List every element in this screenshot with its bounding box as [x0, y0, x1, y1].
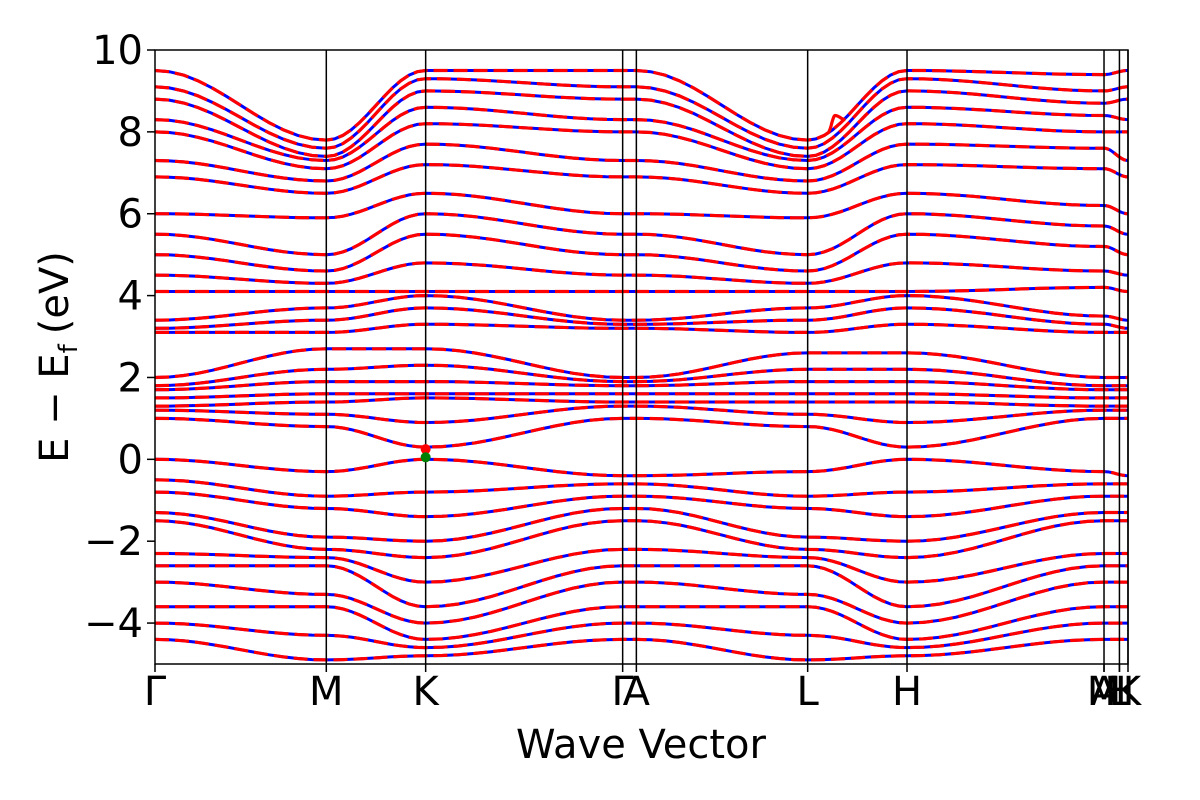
band-marker [420, 452, 431, 463]
x-tick-label: K [1115, 669, 1143, 715]
x-tick-label: H [892, 669, 922, 715]
y-tick-label: −4 [84, 601, 143, 647]
band-fragment [827, 113, 846, 134]
y-axis-ticks: 10 8 6 4 2 0 −2 −4 [84, 28, 155, 647]
y-axis-label-subscript: f [54, 343, 84, 353]
y-tick-label: 4 [118, 274, 143, 320]
x-tick-label: Γ [144, 669, 167, 715]
x-tick-label: H [1104, 669, 1134, 715]
y-axis-label-main: E − E [32, 353, 78, 463]
x-tick-label: M [1087, 669, 1122, 715]
x-tick-label: L [797, 669, 820, 715]
x-tick-label: L [1108, 669, 1131, 715]
y-tick-label: 0 [118, 437, 143, 483]
x-tick-label: M [309, 669, 344, 715]
y-tick-label: 6 [118, 192, 143, 238]
y-tick-label: 2 [118, 355, 143, 401]
band-line-dashed [155, 122, 1128, 171]
band-line-dashed [155, 89, 1128, 159]
x-tick-label: A [1090, 669, 1118, 715]
y-axis-label-unit: (eV) [32, 251, 78, 334]
band-line-dashed [155, 564, 1128, 609]
x-tick-label: Γ [612, 669, 635, 715]
y-tick-label: 10 [92, 28, 143, 74]
band-marker [420, 444, 431, 455]
plot-frame [154, 49, 1129, 665]
x-tick-label: K [413, 669, 441, 715]
annotation-layer [420, 113, 846, 463]
x-tick-label: A [623, 669, 651, 715]
y-tick-label: 8 [118, 110, 143, 156]
x-axis-label: Wave Vector [516, 722, 767, 768]
band-line-dashed [155, 77, 1128, 150]
y-tick-label: −2 [84, 519, 143, 565]
y-axis-label: E − Ef (eV) [32, 251, 84, 463]
